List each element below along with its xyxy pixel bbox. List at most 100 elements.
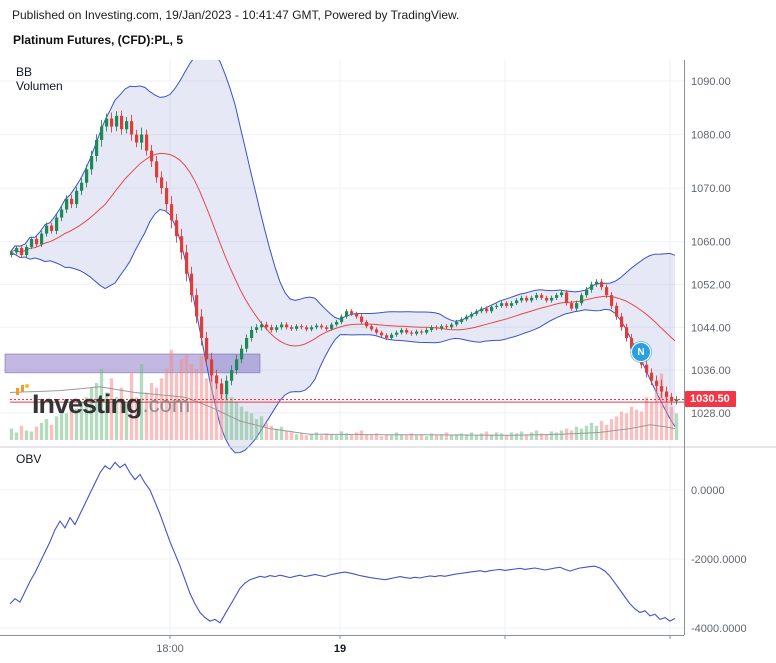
indicator-label-obv[interactable]: OBV [16, 452, 42, 466]
volume-bar [519, 431, 524, 440]
candle-body [585, 289, 589, 296]
candle-body [300, 326, 304, 328]
candle-body [310, 327, 314, 330]
volume-bar [279, 426, 284, 440]
volume-bar [529, 432, 534, 440]
candle-body [335, 321, 339, 325]
candle-body [110, 118, 114, 127]
support-zone-rect[interactable] [4, 353, 261, 374]
volume-bar [554, 432, 559, 440]
volume-bar [374, 433, 379, 440]
candle-body [215, 375, 219, 384]
volume-bar [514, 433, 519, 440]
volume-bar [119, 387, 124, 440]
candle-body [140, 134, 144, 143]
volume-bar [59, 411, 64, 440]
indicator-label-volume[interactable]: Volumen [16, 79, 63, 93]
obv-tick-label: -2000.0000 [691, 554, 747, 566]
published-line: Published on Investing.com, 19/Jan/2023 … [12, 8, 460, 22]
volume-bar [314, 432, 319, 440]
candle-body [570, 303, 574, 309]
candle-body [550, 297, 554, 301]
volume-bar [9, 428, 14, 440]
candle-body [270, 327, 274, 330]
volume-bar [24, 430, 29, 440]
candle-body [630, 337, 634, 349]
candle-body [460, 319, 464, 322]
news-marker[interactable]: N [631, 342, 651, 362]
time-tick-label: 18:00 [156, 643, 184, 655]
volume-bar [134, 397, 139, 440]
volume-bar [424, 436, 429, 440]
volume-bar [539, 433, 544, 440]
chart-canvas[interactable]: 1090.00 1080.00 1070.00 1060.00 1052.00 1044.… [0, 60, 776, 663]
price-tick-label: 1052.00 [691, 279, 731, 291]
candle-body [375, 329, 379, 333]
candle-body [405, 329, 409, 333]
price-axis[interactable] [685, 60, 776, 635]
candle-body [95, 139, 99, 156]
obv-line [9, 461, 676, 624]
candle-body [440, 326, 444, 329]
volume-bar [229, 397, 234, 440]
volume-bar [34, 426, 39, 440]
volume-bar [479, 433, 484, 440]
volume-ma-line [9, 386, 676, 436]
volume-bar [319, 435, 324, 440]
chart-area[interactable]: 1090.00 1080.00 1070.00 1060.00 1052.00 1044.… [0, 60, 776, 663]
volume-bar [154, 387, 159, 440]
candle-body [530, 297, 534, 301]
volume-bar [299, 433, 304, 440]
candle-body [435, 327, 439, 329]
watermark-text-light: .com [142, 392, 191, 417]
volume-bar [349, 434, 354, 440]
candle-body [10, 252, 14, 255]
volume-bar [84, 397, 89, 440]
candle-body [620, 316, 624, 328]
candle-body [515, 300, 519, 304]
candle-body [255, 327, 259, 330]
candle-body [75, 190, 79, 205]
candle-body [370, 326, 374, 330]
candle-body [280, 324, 284, 328]
volume-bar [344, 433, 349, 440]
candle-body [675, 399, 679, 402]
volume-bar [569, 430, 574, 440]
volume-bar [124, 402, 129, 440]
candle-body [495, 305, 499, 307]
candle-body [545, 297, 549, 301]
volume-bar [104, 392, 109, 440]
candle-body [555, 295, 559, 298]
volume-bar [159, 378, 164, 440]
volume-bar [304, 435, 309, 440]
candle-body [470, 313, 474, 317]
candle-body [520, 297, 524, 301]
candle-body [235, 359, 239, 371]
volume-bar [414, 435, 419, 440]
volume-bar [64, 413, 69, 440]
volume-bar [439, 434, 444, 440]
candle-body [105, 118, 109, 127]
volume-bar [204, 378, 209, 440]
volume-bar [234, 402, 239, 440]
candle-body [190, 273, 194, 296]
volume-bar [389, 435, 394, 440]
instrument-title: Platinum Futures, (CFD):PL, 5 [13, 33, 184, 47]
volume-bar [309, 434, 314, 440]
volume-bar [449, 435, 454, 440]
indicator-label-bb[interactable]: BB [16, 65, 33, 79]
volume-bar [489, 434, 494, 440]
volume-bar [194, 368, 199, 440]
candle-body [505, 303, 509, 306]
candle-body [230, 370, 234, 381]
volume-bar [329, 434, 334, 440]
candle-body [35, 238, 39, 245]
volume-bar [494, 432, 499, 440]
candle-body [165, 188, 169, 205]
volume-bar [499, 433, 504, 440]
investing-logo-icon [14, 383, 30, 402]
volume-bar [384, 434, 389, 440]
volume-bar [334, 435, 339, 440]
volume-bar [49, 424, 54, 440]
volume-bar [99, 368, 104, 440]
